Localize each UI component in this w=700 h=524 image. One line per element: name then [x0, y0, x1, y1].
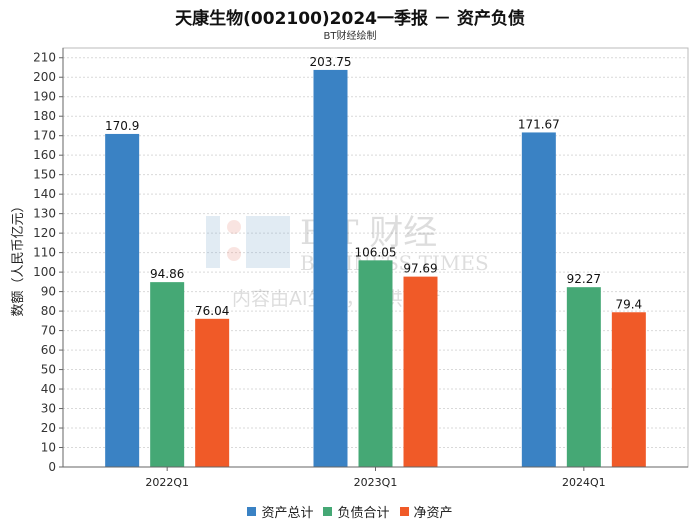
legend-item: 负债合计 — [323, 502, 390, 521]
y-tick-label: 10 — [41, 441, 56, 455]
y-tick-label: 200 — [33, 70, 56, 84]
y-tick-label: 210 — [33, 51, 56, 65]
legend-label: 净资产 — [413, 506, 453, 521]
y-tick-label: 110 — [33, 246, 56, 260]
legend-label: 资产总计 — [261, 506, 314, 521]
bar — [566, 287, 601, 467]
y-tick-label: 130 — [33, 207, 56, 221]
watermark-logo-dot — [227, 247, 241, 261]
legend-item: 净资产 — [399, 502, 453, 521]
y-tick-label: 40 — [41, 382, 56, 396]
y-tick-label: 0 — [48, 460, 56, 474]
watermark-logo-dot — [227, 220, 241, 234]
watermark-logo-block — [246, 216, 290, 268]
y-tick-label: 120 — [33, 226, 56, 240]
data-label: 97.69 — [403, 262, 437, 276]
y-tick-label: 160 — [33, 148, 56, 162]
y-tick-label: 30 — [41, 402, 56, 416]
x-tick-label: 2023Q1 — [354, 476, 398, 489]
data-label: 171.67 — [518, 117, 560, 131]
bar — [611, 312, 646, 467]
data-label: 106.05 — [355, 245, 397, 259]
bar — [403, 276, 438, 467]
legend-item: 资产总计 — [247, 502, 313, 521]
data-label: 79.4 — [615, 297, 642, 311]
data-label: 203.75 — [310, 55, 352, 69]
data-label: 92.27 — [567, 272, 601, 286]
legend-swatch — [399, 507, 409, 516]
axes: 0 10 20 30 40 50 60 70 80 90 100 110 120 130 140 150 160… — [33, 48, 688, 489]
y-tick-label: 100 — [33, 265, 56, 279]
y-tick-label: 60 — [41, 343, 56, 357]
data-label: 94.86 — [150, 267, 184, 281]
bar — [195, 318, 230, 467]
x-tick-label: 2024Q1 — [562, 476, 606, 489]
watermark-logo-block — [206, 216, 220, 268]
y-tick-label: 180 — [33, 109, 56, 123]
y-tick-label: 140 — [33, 187, 56, 201]
bar — [358, 260, 393, 467]
bar — [105, 133, 140, 467]
chart-title: 天康生物(002100)2024一季报 － 资产负债 — [175, 9, 525, 29]
legend-swatch — [323, 507, 333, 516]
bar — [313, 69, 348, 468]
data-label: 76.04 — [195, 304, 229, 318]
y-tick-label: 80 — [41, 304, 56, 318]
y-tick-label: 90 — [41, 285, 56, 299]
bar — [521, 132, 556, 467]
y-tick-label: 70 — [41, 324, 56, 338]
y-tick-label: 20 — [41, 421, 56, 435]
bars: 170.9 94.86 76.04 203.75 106.05 97.69 171.67 92… — [105, 55, 646, 468]
chart-subtitle: BT财经绘制 — [323, 31, 377, 42]
legend-label: 负债合计 — [337, 506, 390, 521]
y-tick-label: 170 — [33, 129, 56, 143]
y-tick-label: 190 — [33, 90, 56, 104]
data-label: 170.9 — [105, 119, 139, 133]
y-tick-label: 150 — [33, 168, 56, 182]
legend-swatch — [247, 507, 257, 516]
y-axis-title: 数额（人民币亿元） — [11, 199, 26, 316]
bar — [150, 282, 185, 467]
y-tick-label: 50 — [41, 363, 56, 377]
legend: 资产总计 负债合计 净资产 — [0, 502, 700, 521]
x-tick-label: 2022Q1 — [145, 476, 189, 489]
